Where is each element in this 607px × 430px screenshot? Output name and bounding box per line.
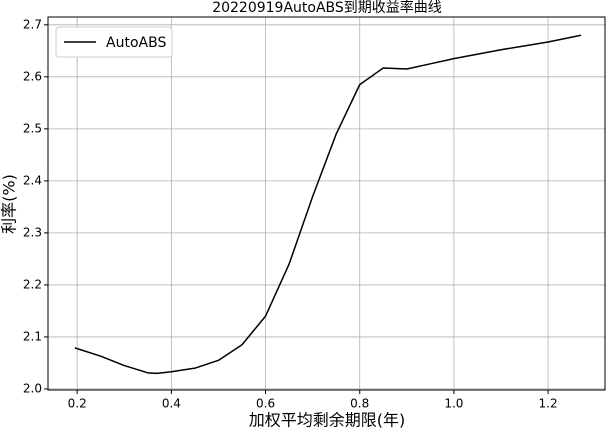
y-tick-label: 2.1 (23, 329, 42, 343)
x-tick-label: 0.8 (350, 397, 369, 411)
x-tick-label: 0.6 (256, 397, 275, 411)
y-tick-label: 2.7 (23, 17, 42, 31)
plot-frame (47, 16, 606, 391)
legend-label: AutoABS (106, 35, 166, 51)
y-tick-label: 2.6 (23, 69, 42, 83)
chart-title: 20220919AutoABS到期收益率曲线 (212, 0, 442, 16)
x-tick-label: 1.0 (444, 397, 463, 411)
y-axis-label: 利率(%) (0, 174, 19, 234)
y-tick-label: 2.0 (23, 381, 42, 395)
x-tick-label: 0.4 (162, 397, 181, 411)
legend-box (55, 26, 173, 58)
y-tick-label: 2.3 (23, 225, 42, 239)
x-tick-label: 0.2 (68, 397, 87, 411)
y-tick-label: 2.5 (23, 121, 42, 135)
line-series (74, 34, 582, 375)
legend: AutoABS (55, 26, 173, 58)
y-tick-label: 2.2 (23, 277, 42, 291)
x-tick-label: 1.2 (539, 397, 558, 411)
y-tick-label: 2.4 (23, 173, 42, 187)
x-axis-label: 加权平均剩余期限(年) (249, 411, 406, 430)
